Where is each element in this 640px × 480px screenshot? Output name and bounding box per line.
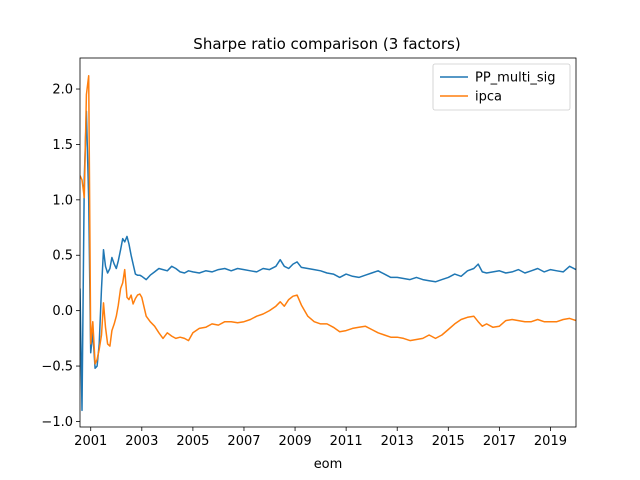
x-tick-label: 2019 — [534, 434, 567, 449]
y-axis-ticks: −1.0 −0.5 0.0 0.5 1.0 1.5 2.0 — [41, 83, 80, 430]
legend-label-ipca: ipca — [475, 90, 502, 105]
series-line-ipca — [80, 74, 576, 365]
x-tick-label: 2015 — [432, 434, 465, 449]
x-tick-label: 2007 — [227, 434, 260, 449]
series-line-pp-multi-sig — [80, 110, 576, 412]
x-axis-ticks: 2001 2003 2005 2007 2009 2011 2013 2015 2017 2019 — [74, 427, 567, 449]
legend-box — [432, 63, 571, 111]
x-tick-label: 2009 — [279, 434, 312, 449]
x-tick-label: 2001 — [74, 434, 107, 449]
x-tick-label: 2011 — [330, 434, 363, 449]
x-tick-label: 2005 — [176, 434, 209, 449]
y-tick-label: −1.0 — [41, 415, 73, 430]
legend-label-pp-multi-sig: PP_multi_sig — [475, 71, 556, 86]
y-tick-label: 2.0 — [52, 83, 73, 98]
plot-area-border — [79, 57, 577, 428]
x-tick-label: 2017 — [483, 434, 516, 449]
plot-lines — [80, 74, 576, 412]
y-tick-label: −0.5 — [41, 360, 73, 375]
y-tick-label: 0.0 — [52, 304, 73, 319]
y-tick-label: 1.5 — [52, 138, 73, 153]
y-tick-label: 1.0 — [52, 193, 73, 208]
x-tick-label: 2003 — [125, 434, 158, 449]
x-tick-label: 2013 — [381, 434, 414, 449]
axes-frame — [79, 57, 577, 428]
chart-title: Sharpe ratio comparison (3 factors) — [193, 35, 460, 53]
y-tick-label: 0.5 — [52, 249, 73, 264]
x-axis-label: eom — [314, 457, 343, 472]
